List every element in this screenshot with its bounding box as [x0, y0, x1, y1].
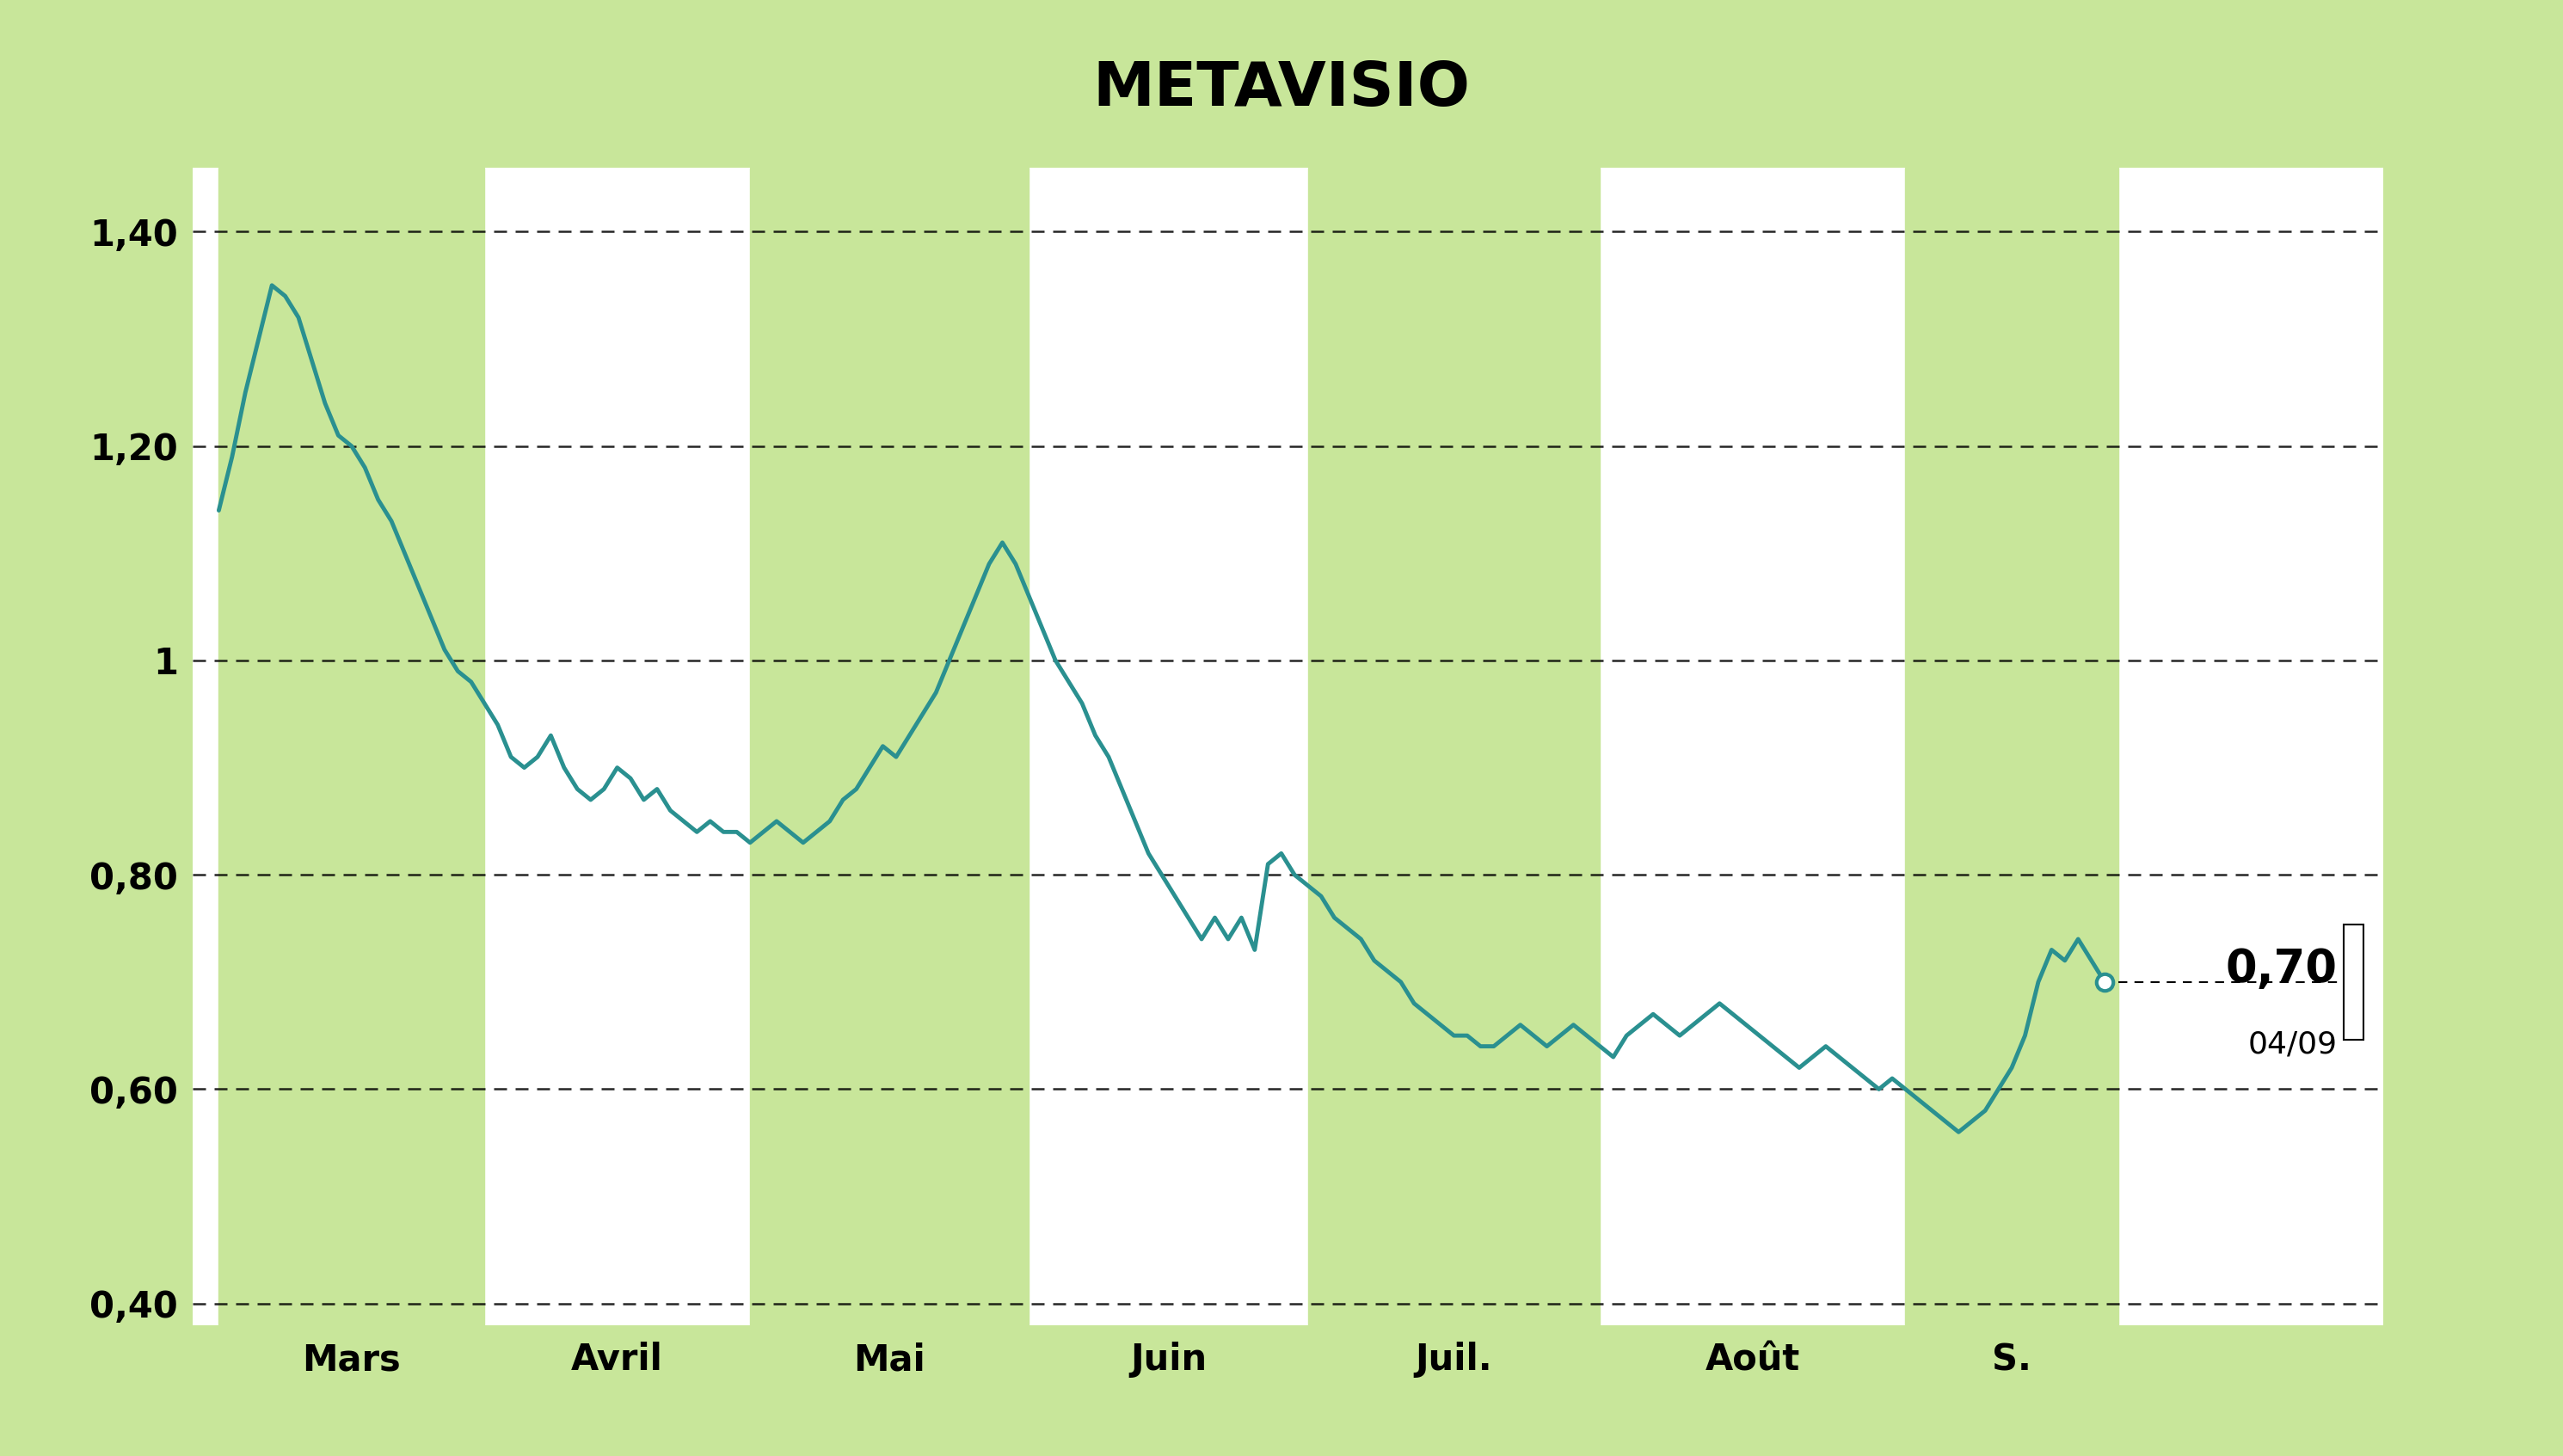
Bar — [218, 167, 484, 1325]
FancyBboxPatch shape — [2343, 925, 2363, 1040]
Bar — [1307, 167, 1599, 1325]
Bar — [1904, 167, 2117, 1325]
Text: METAVISIO: METAVISIO — [1092, 60, 1471, 118]
Bar — [751, 167, 1028, 1325]
Text: 0,70: 0,70 — [2225, 946, 2337, 992]
Text: 04/09: 04/09 — [2248, 1029, 2337, 1059]
